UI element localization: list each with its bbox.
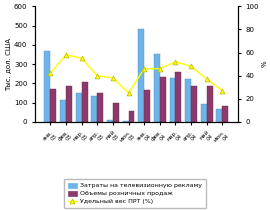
Bar (160, 77, 166, 122)
Bar (201, 104, 207, 122)
Bar (76, 93, 82, 122)
Bar (207, 86, 213, 122)
Bar (176, 72, 181, 122)
Y-axis label: %: % (262, 61, 268, 67)
Bar (191, 86, 197, 122)
Bar (222, 106, 228, 122)
Y-axis label: Тыс. дол. США: Тыс. дол. США (5, 38, 11, 91)
Bar (144, 90, 150, 122)
Bar (97, 93, 103, 122)
Bar (154, 54, 160, 122)
Bar (44, 51, 50, 122)
Legend: Затраты на телевизионную рекламу, Объемы розничных продаж, Удельный вес ПРТ (%): Затраты на телевизионную рекламу, Объемы… (64, 179, 206, 208)
Bar (123, 121, 129, 122)
Bar (107, 120, 113, 122)
Bar (82, 82, 87, 122)
Bar (60, 100, 66, 122)
Bar (91, 96, 97, 122)
Bar (170, 79, 176, 122)
Bar (138, 29, 144, 122)
Bar (129, 111, 134, 122)
Bar (113, 102, 119, 122)
Bar (185, 79, 191, 122)
Bar (50, 89, 56, 122)
Bar (66, 86, 72, 122)
Bar (217, 109, 222, 122)
